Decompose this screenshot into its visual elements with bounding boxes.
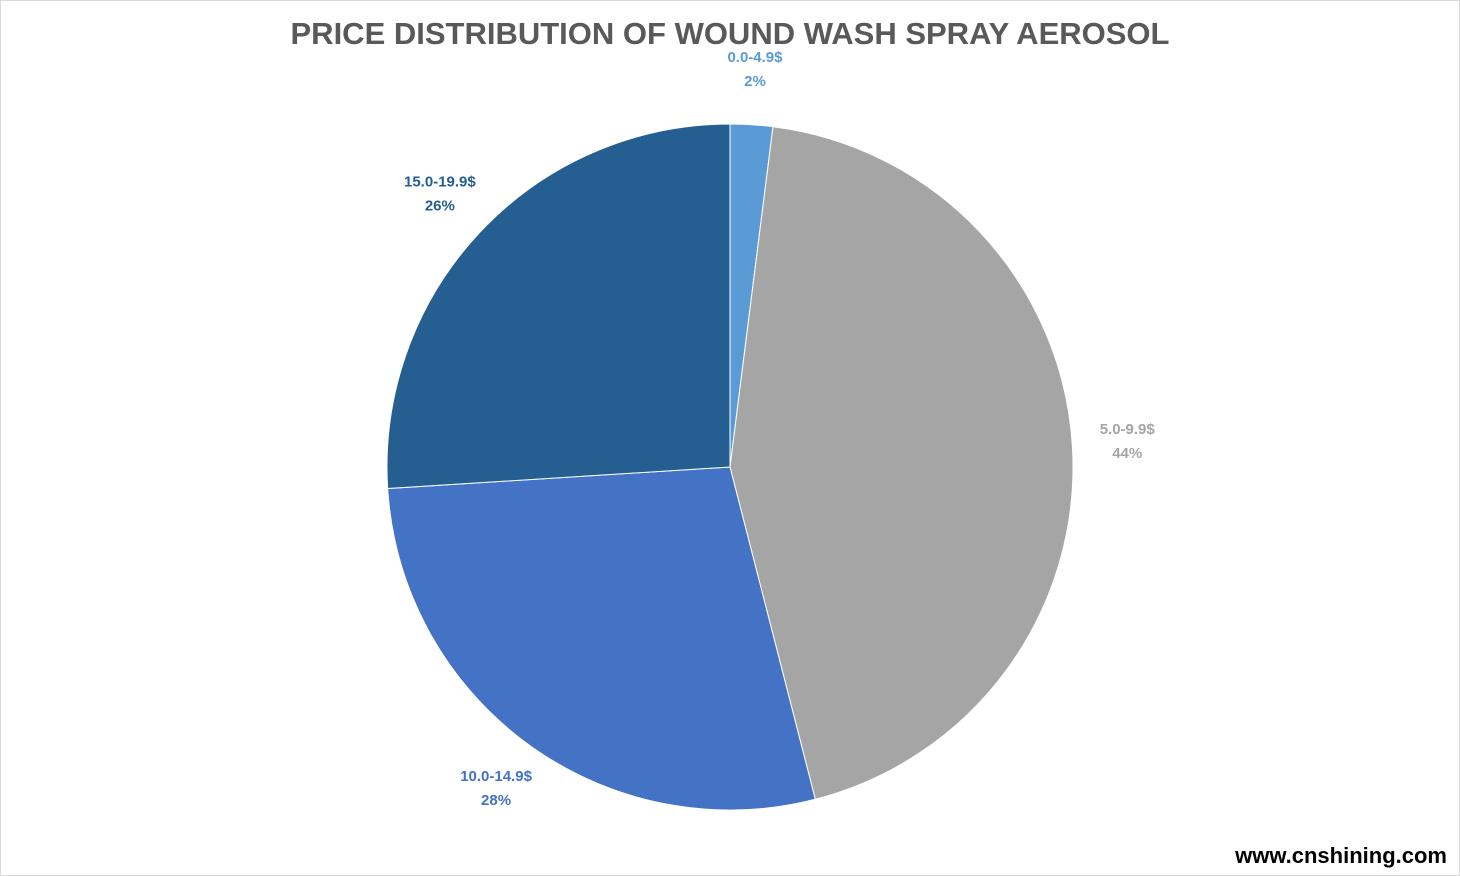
slice-value-label: 44% — [1112, 445, 1142, 462]
pie-slice — [386, 123, 731, 490]
watermark: www.cnshining.com — [1234, 843, 1447, 868]
slice-category-label: 5.0-9.9$ — [1100, 421, 1156, 438]
pie-slice — [729, 126, 1074, 800]
chart-title: PRICE DISTRIBUTION OF WOUND WASH SPRAY A… — [291, 16, 1170, 51]
slice-category-label: 0.0-4.9$ — [727, 49, 783, 66]
slice-value-label: 28% — [481, 792, 511, 809]
slice-category-label: 15.0-19.9$ — [404, 174, 476, 191]
slice-category-label: 10.0-14.9$ — [460, 768, 532, 785]
pie-slice — [387, 466, 816, 811]
slice-value-label: 2% — [744, 73, 766, 90]
slice-value-label: 26% — [425, 198, 455, 215]
